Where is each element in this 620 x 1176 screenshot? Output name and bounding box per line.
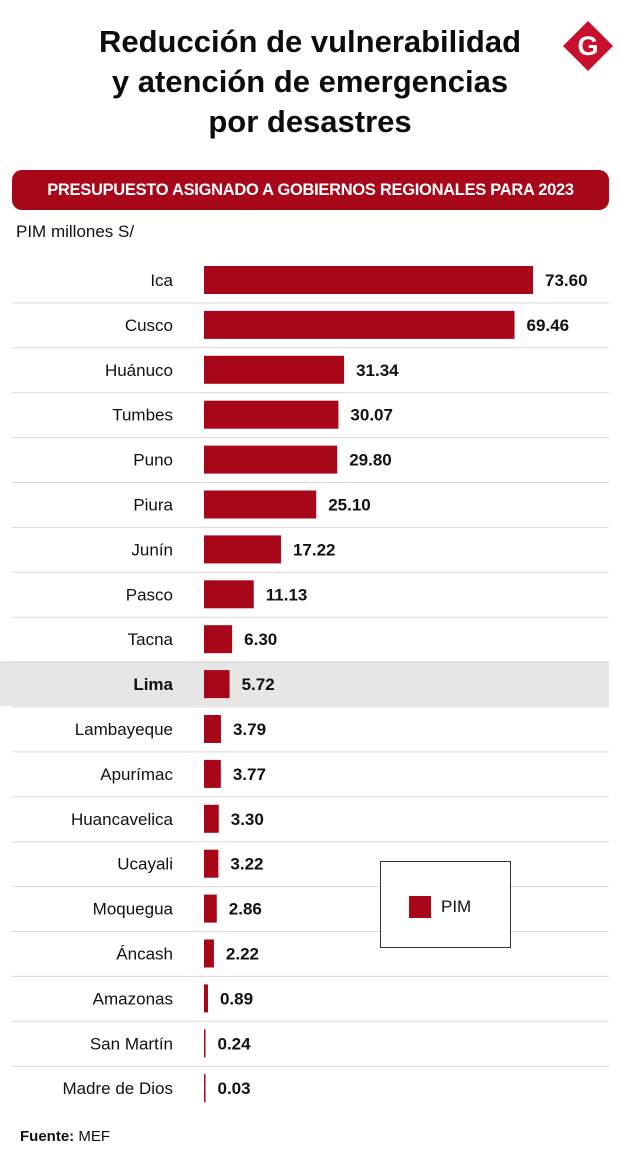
highlight-row-lima — [0, 661, 609, 707]
category-label-amazonas: Amazonas — [93, 989, 173, 1008]
category-label-ucayali: Ucayali — [117, 855, 173, 874]
title-line-3: por desastres — [208, 104, 412, 139]
bar-junin — [204, 535, 281, 564]
title-line-1: Reducción de vulnerabilidad — [98, 24, 522, 59]
value-label-huanuco: 31.34 — [356, 361, 399, 380]
category-label-pasco: Pasco — [126, 585, 173, 604]
bar-ancash — [204, 939, 214, 968]
bar-ucayali — [204, 849, 219, 878]
category-label-huancavelica: Huancavelica — [71, 810, 174, 829]
category-label-ica: Ica — [150, 271, 173, 290]
bar-tacna — [204, 625, 233, 654]
bar-puno — [204, 445, 338, 474]
value-label-amazonas: 0.89 — [220, 989, 253, 1008]
value-label-lambayeque: 3.79 — [233, 720, 266, 739]
brand-logo: G — [563, 21, 613, 71]
value-label-junin: 17.22 — [293, 540, 336, 559]
value-label-madre-de-dios: 0.03 — [218, 1079, 251, 1098]
source-label: Fuente: — [20, 1128, 75, 1145]
value-label-ucayali: 3.22 — [230, 855, 263, 874]
bar-huancavelica — [204, 804, 219, 833]
value-label-pasco: 11.13 — [266, 585, 308, 604]
category-label-lima: Lima — [133, 675, 173, 694]
category-label-puno: Puno — [133, 451, 173, 470]
source-note: Fuente: MEF — [20, 1128, 110, 1145]
value-label-moquegua: 2.86 — [229, 900, 262, 919]
value-label-apurimac: 3.77 — [233, 765, 266, 784]
value-label-tumbes: 30.07 — [350, 406, 393, 425]
legend: PIM — [380, 861, 511, 948]
bar-huanuco — [204, 355, 345, 384]
bar-amazonas — [204, 984, 208, 1013]
value-label-san-martin: 0.24 — [218, 1034, 252, 1053]
bar-apurimac — [204, 759, 221, 788]
category-label-tacna: Tacna — [128, 630, 174, 649]
category-label-apurimac: Apurímac — [100, 765, 173, 784]
legend-label-pim: PIM — [441, 897, 472, 916]
category-label-huanuco: Huánuco — [105, 361, 173, 380]
value-label-puno: 29.80 — [349, 451, 392, 470]
unit-label: PIM millones S/ — [16, 222, 135, 241]
value-label-ica: 73.60 — [545, 271, 588, 290]
value-label-huancavelica: 3.30 — [231, 810, 264, 829]
category-label-cusco: Cusco — [125, 316, 173, 335]
bar-lima — [204, 670, 230, 699]
logo-diamond — [563, 21, 613, 71]
bar-tumbes — [204, 400, 339, 429]
category-label-moquegua: Moquegua — [93, 900, 174, 919]
logo-letter: G — [577, 31, 598, 61]
bar-madre-de-dios — [204, 1074, 206, 1103]
category-label-madre-de-dios: Madre de Dios — [62, 1079, 173, 1098]
subtitle-banner: PRESUPUESTO ASIGNADO A GOBIERNOS REGIONA… — [12, 170, 609, 210]
bar-moquegua — [204, 894, 217, 923]
bar-pasco — [204, 580, 254, 609]
source-value: MEF — [78, 1128, 111, 1145]
category-label-junin: Junín — [131, 540, 173, 559]
bar-lambayeque — [204, 715, 221, 743]
chart-title: Reducción de vulnerabilidad y atención d… — [40, 22, 580, 142]
value-label-cusco: 69.46 — [526, 316, 569, 335]
bar-cusco — [204, 310, 515, 339]
bar-ica — [204, 266, 533, 294]
category-label-lambayeque: Lambayeque — [75, 720, 173, 739]
legend-swatch-pim — [409, 896, 431, 918]
bar-piura — [204, 490, 317, 519]
category-label-piura: Piura — [133, 496, 173, 515]
category-label-tumbes: Tumbes — [112, 406, 173, 425]
value-label-ancash: 2.22 — [226, 945, 259, 964]
title-line-2: y atención de emergencias — [111, 64, 509, 99]
category-label-san-martin: San Martín — [90, 1034, 173, 1053]
bar-chart: Ica 73.60 Cusco 69.46 Huánuco 31.34 Tumbes 30.0… — [0, 266, 609, 1103]
value-label-piura: 25.10 — [328, 496, 371, 515]
category-label-ancash: Áncash — [116, 945, 173, 964]
value-label-tacna: 6.30 — [244, 630, 277, 649]
value-label-lima: 5.72 — [242, 675, 275, 694]
bar-san-martin — [204, 1029, 206, 1058]
